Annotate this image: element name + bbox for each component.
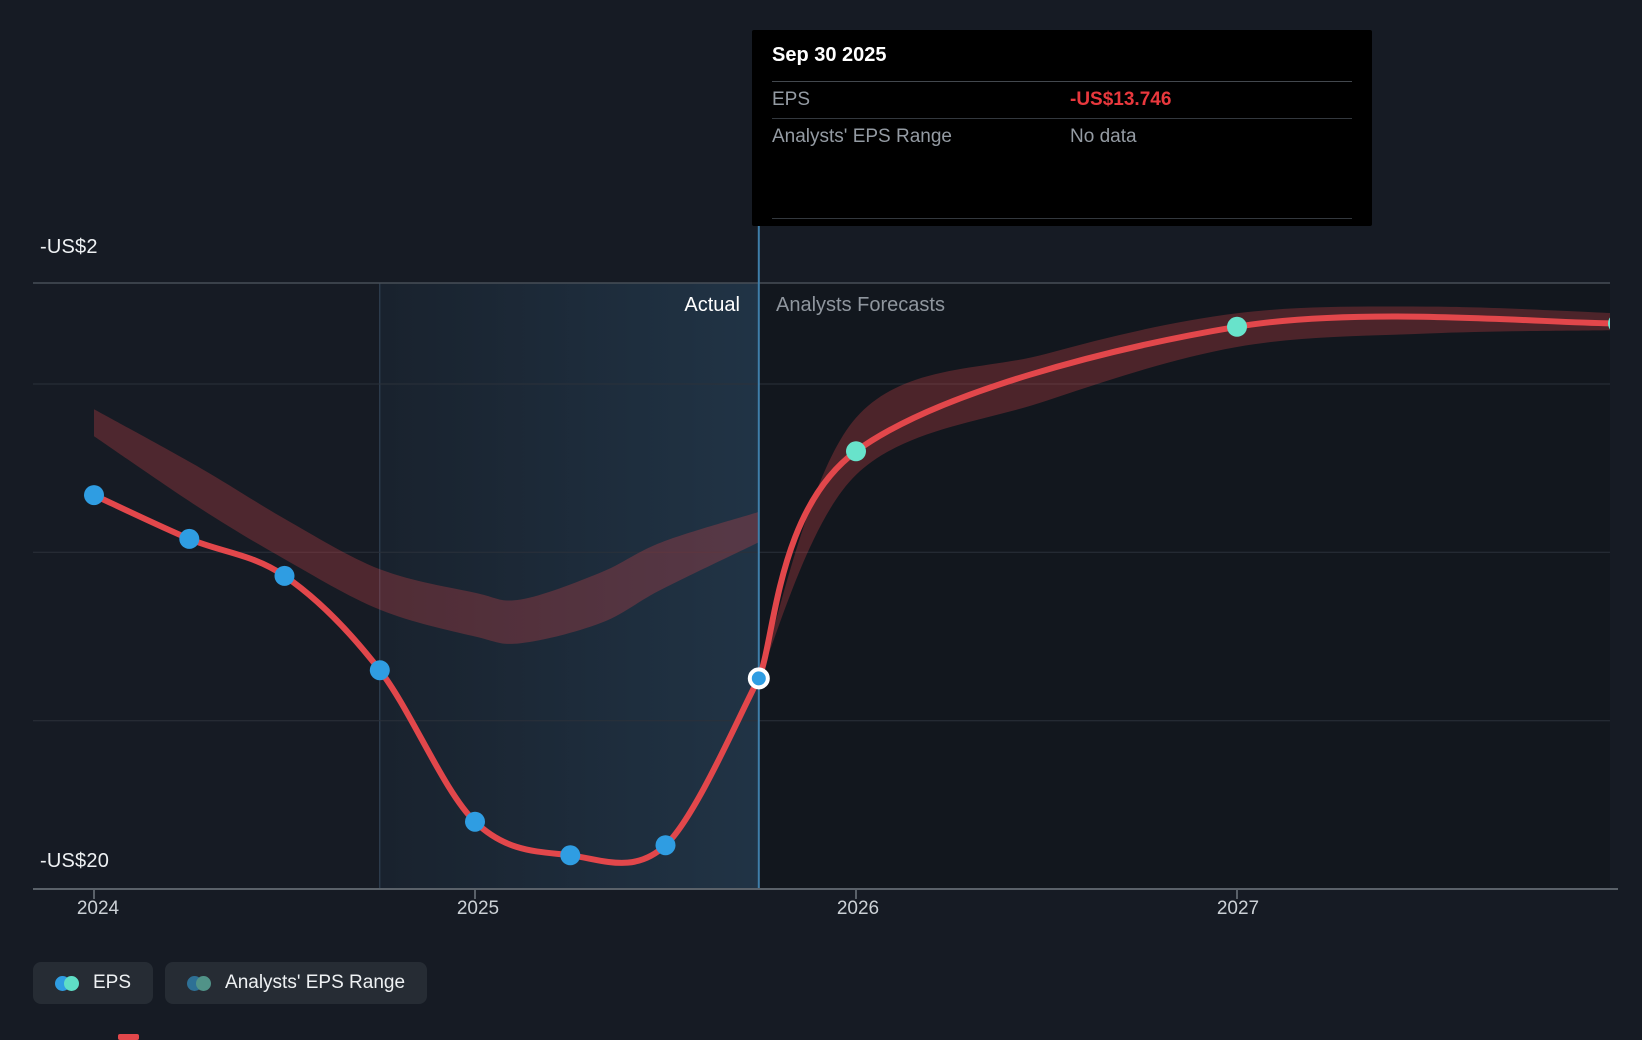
range-bands-layer — [94, 306, 1610, 679]
eps-dot[interactable] — [1608, 313, 1628, 333]
eps-dots-layer — [84, 313, 1628, 866]
now-marker-dot[interactable] — [747, 667, 770, 690]
tooltip-value-range: No data — [1070, 126, 1137, 147]
tooltip-divider — [772, 218, 1352, 219]
eps-dot[interactable] — [465, 811, 485, 832]
eps-dot[interactable] — [1227, 316, 1247, 337]
x-tick-label-2024: 2024 — [76, 898, 120, 919]
eps-dot[interactable] — [84, 485, 104, 506]
tooltip-row-range: Analysts' EPS Range No data — [772, 119, 1352, 155]
legend-label-eps: EPS — [93, 972, 132, 993]
tooltip-date: Sep 30 2025 — [772, 30, 1352, 82]
legend-pill-range[interactable]: Analysts' EPS Range — [165, 962, 428, 1004]
legend-label-range: Analysts' EPS Range — [225, 972, 406, 993]
range-band-forecast — [758, 306, 1610, 679]
forecast-region-background — [758, 283, 1610, 889]
tooltip-label-eps: EPS — [772, 89, 811, 110]
x-tick-label-2027: 2027 — [1216, 898, 1260, 919]
tooltip: Sep 30 2025 EPS -US$13.746 Analysts' EPS… — [752, 30, 1372, 226]
eps-dot[interactable] — [655, 835, 676, 856]
y-axis-label-top: -US$2 — [40, 236, 98, 258]
eps-dot[interactable] — [846, 441, 866, 462]
y-axis-label-bottom: -US$20 — [40, 850, 110, 872]
eps-series-icon — [55, 975, 79, 991]
eps-dot[interactable] — [560, 845, 581, 866]
legend-pill-eps[interactable]: EPS — [33, 962, 154, 1004]
phase-label-forecast: Analysts Forecasts — [776, 294, 945, 316]
x-tick-label-2025: 2025 — [456, 898, 500, 919]
range-series-icon — [187, 975, 212, 991]
eps-dot[interactable] — [179, 528, 200, 549]
x-tick-label-2026: 2026 — [836, 898, 880, 919]
phase-label-actual: Actual — [684, 294, 740, 316]
legend: EPS Analysts' EPS Range — [33, 962, 428, 1004]
tooltip-label-range: Analysts' EPS Range — [772, 126, 952, 147]
tooltip-row-eps: EPS -US$13.746 — [772, 82, 1352, 119]
eps-dot[interactable] — [369, 660, 390, 681]
partial-element-red — [118, 1034, 139, 1040]
tooltip-value-eps: -US$13.746 — [1070, 89, 1172, 110]
eps-dot[interactable] — [274, 565, 295, 586]
eps-line-forecast — [755, 313, 1610, 682]
range-band-past — [94, 409, 759, 644]
